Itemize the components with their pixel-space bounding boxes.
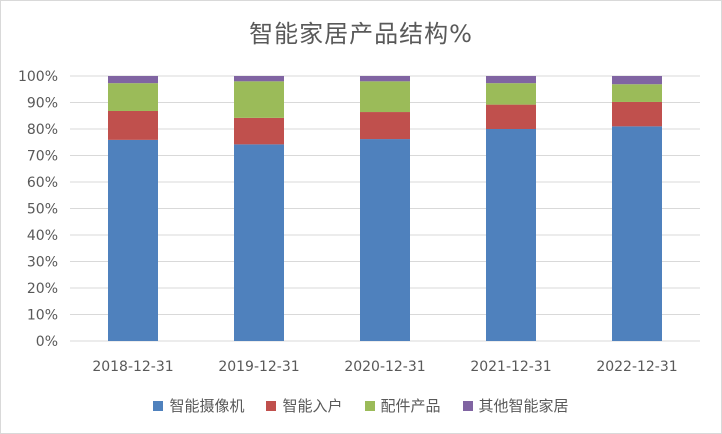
y-tick-label: 70% <box>27 149 58 165</box>
x-tick-label: 2018-12-31 <box>92 359 173 375</box>
bar-segment <box>486 104 536 129</box>
bar-segment <box>108 83 158 111</box>
y-tick-label: 100% <box>18 69 58 85</box>
y-tick-label: 30% <box>27 255 58 271</box>
x-tick-label: 2022-12-31 <box>596 359 677 375</box>
y-tick-label: 80% <box>27 122 58 138</box>
chart-title: 智能家居产品结构% <box>249 20 473 48</box>
y-tick-label: 60% <box>27 175 58 191</box>
bar-segment <box>234 76 284 82</box>
x-tick-label: 2020-12-31 <box>344 359 425 375</box>
y-tick-label: 10% <box>27 308 58 324</box>
bar-segment <box>360 112 410 140</box>
legend-swatch <box>153 400 164 411</box>
legend-swatch <box>364 400 375 411</box>
legend: 智能摄像机 智能入户 配件产品 其他智能家居 <box>0 395 722 416</box>
legend-label: 智能摄像机 <box>169 397 245 415</box>
legend-item: 智能摄像机 <box>153 395 244 416</box>
bar-segment <box>234 81 284 118</box>
legend-item: 其他智能家居 <box>462 395 569 416</box>
bar-segment <box>612 76 662 85</box>
y-tick-label: 0% <box>36 334 58 350</box>
bar-segment <box>234 117 284 145</box>
bar-segment <box>486 129 536 341</box>
y-tick-label: 20% <box>27 281 58 297</box>
legend-swatch <box>266 400 277 411</box>
bar-segment <box>612 126 662 341</box>
legend-item: 智能入户 <box>266 395 343 416</box>
legend-swatch <box>462 400 473 411</box>
bar-segment <box>108 76 158 84</box>
y-tick-label: 90% <box>27 96 58 112</box>
legend-item: 配件产品 <box>364 395 441 416</box>
bar-segment <box>360 81 410 113</box>
bar-segment <box>486 76 536 84</box>
legend-label: 其他智能家居 <box>478 397 569 415</box>
bar-segment <box>486 83 536 105</box>
legend-label: 智能入户 <box>282 397 343 415</box>
bar-segment <box>108 110 158 140</box>
x-tick-label: 2021-12-31 <box>470 359 551 375</box>
legend-label: 配件产品 <box>380 397 441 415</box>
y-tick-label: 40% <box>27 228 58 244</box>
x-tick-label: 2019-12-31 <box>218 359 299 375</box>
bar-segment <box>360 76 410 82</box>
bar-segment <box>108 139 158 341</box>
bar-segment <box>612 101 662 127</box>
bar-segment <box>612 84 662 102</box>
y-tick-label: 50% <box>27 202 58 218</box>
bar-segment <box>234 144 284 341</box>
bar-segment <box>360 139 410 341</box>
